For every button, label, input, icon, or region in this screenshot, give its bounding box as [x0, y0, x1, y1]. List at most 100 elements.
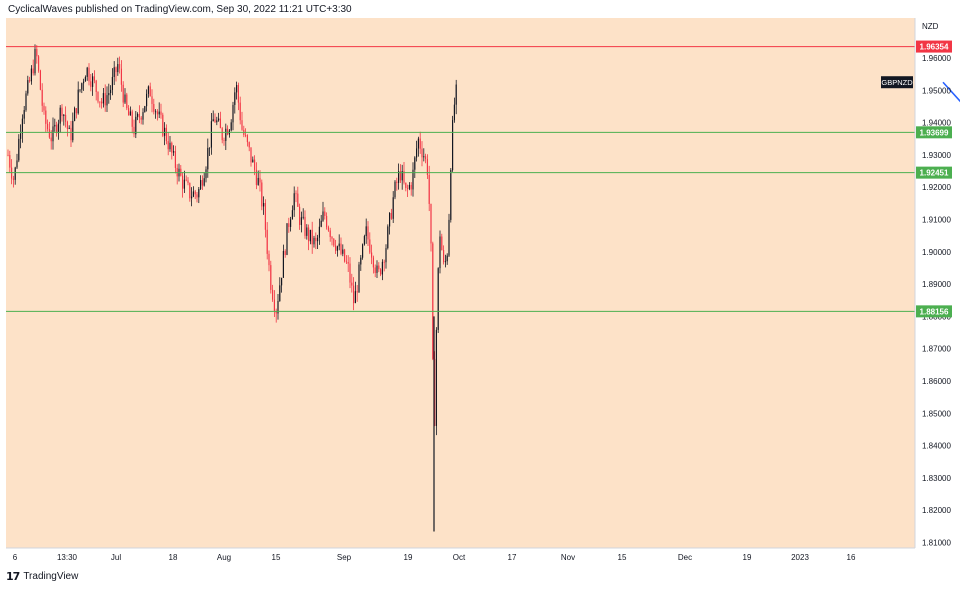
candlestick-series	[7, 44, 457, 532]
level-price-tag: 1.92451	[916, 166, 952, 179]
candle	[443, 245, 445, 265]
candle	[428, 165, 430, 212]
candle	[342, 244, 344, 257]
price-axis[interactable]: NZD 1.96000 1.95000 1.94000 1.93000 1.92000 1…	[914, 18, 951, 548]
candle	[138, 105, 140, 124]
candle	[191, 187, 193, 207]
horizontal-levels	[6, 46, 915, 312]
candle	[48, 121, 50, 139]
x-tick-label: 18	[169, 553, 178, 562]
candle	[101, 98, 103, 109]
candle	[367, 221, 369, 246]
candle	[389, 212, 391, 235]
candle	[387, 224, 389, 250]
candle	[401, 164, 403, 190]
y-tick-label: 1.87000	[922, 345, 951, 354]
candle	[326, 212, 328, 230]
candle	[108, 83, 110, 104]
candle	[12, 175, 14, 188]
candle	[437, 267, 439, 333]
candle	[313, 235, 315, 248]
candle	[261, 179, 263, 211]
candle	[133, 119, 135, 138]
candle	[324, 207, 326, 220]
candle	[99, 101, 101, 108]
candle	[302, 208, 304, 220]
candle	[439, 230, 441, 274]
candle	[189, 182, 191, 202]
candle	[30, 65, 32, 85]
candle	[446, 253, 448, 265]
candle	[385, 244, 387, 269]
candle	[381, 259, 383, 281]
candle	[252, 156, 254, 163]
candle	[299, 203, 301, 230]
publisher-info: CyclicalWaves published on TradingView.c…	[8, 4, 352, 15]
y-tick-label: 1.81000	[922, 539, 951, 548]
candle	[113, 61, 115, 86]
candle	[441, 233, 443, 251]
candle	[119, 56, 121, 74]
candle	[36, 45, 38, 64]
candle	[207, 138, 209, 178]
candle	[20, 124, 22, 149]
candle	[358, 261, 360, 293]
candle	[167, 132, 169, 156]
x-tick-label: 15	[272, 553, 281, 562]
candle	[66, 120, 68, 137]
svg-text:1.92451: 1.92451	[920, 169, 949, 178]
candle	[450, 168, 452, 223]
candle	[380, 268, 382, 277]
candle	[56, 121, 58, 137]
candle	[344, 248, 346, 263]
candle	[156, 109, 158, 121]
candle	[403, 161, 405, 185]
candle	[164, 122, 166, 146]
candle	[81, 82, 83, 94]
level-price-tag: 1.88156	[916, 305, 952, 318]
candle	[88, 63, 90, 86]
x-tick-label: Jul	[111, 553, 121, 562]
y-tick-label: 1.96000	[922, 54, 951, 63]
candle	[97, 91, 99, 104]
candle	[354, 281, 356, 304]
candle	[210, 113, 212, 155]
candle	[79, 89, 81, 93]
candle	[29, 76, 31, 83]
candle	[115, 66, 117, 82]
candle	[117, 57, 119, 76]
candle	[183, 170, 185, 194]
candle	[34, 44, 36, 76]
candle	[430, 203, 432, 252]
time-axis[interactable]: 6 13:30 Jul 18 Aug 15 Sep 19 Oct 17 Nov 15 Dec 19 2023…	[6, 547, 915, 562]
candle	[335, 239, 337, 254]
candle	[102, 87, 104, 108]
candle	[162, 112, 164, 138]
candle	[171, 141, 173, 160]
candle	[291, 205, 293, 220]
candle	[160, 103, 162, 119]
candle	[122, 81, 124, 108]
candle	[158, 102, 160, 119]
candle	[362, 243, 364, 260]
y-tick-label: 1.89000	[922, 280, 951, 289]
level-price-tag: 1.96354	[916, 40, 952, 53]
candle	[111, 68, 113, 96]
tradingview-logo-icon: 𝟭𝟳	[6, 571, 20, 583]
candle	[288, 217, 290, 233]
candle	[219, 111, 221, 129]
candle	[421, 141, 423, 167]
candle	[198, 186, 200, 204]
candle	[268, 250, 270, 272]
y-tick-label: 1.85000	[922, 409, 951, 418]
candle	[408, 182, 410, 191]
candle	[14, 166, 16, 185]
level-price-tag: 1.93699	[916, 126, 952, 139]
candle	[203, 172, 205, 187]
y-tick-label: 1.92000	[922, 183, 951, 192]
candle	[419, 131, 421, 154]
candle	[174, 145, 176, 174]
candle	[320, 214, 322, 228]
candle	[144, 105, 146, 113]
